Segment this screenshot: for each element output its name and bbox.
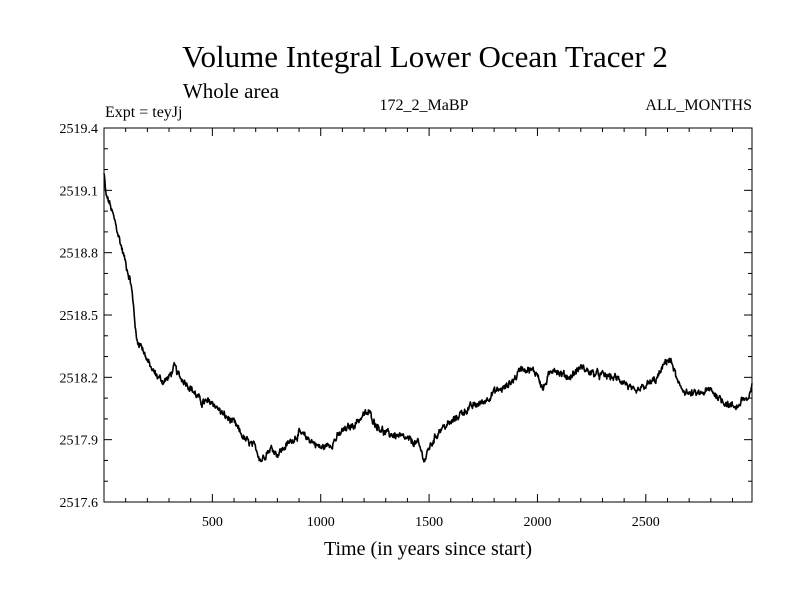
x-tick-label: 1500: [415, 515, 443, 530]
x-tick-label: 2000: [523, 515, 551, 530]
y-tick-label: 2518.8: [60, 247, 99, 262]
y-tick-label: 2519.4: [60, 122, 99, 137]
series-line: [103, 173, 753, 463]
plot-area: 500 1000 1500 2000 2500 2517.6 2517.9 2518.2 251…: [60, 122, 753, 530]
y-tick-label: 2519.1: [60, 184, 99, 199]
y-tick-label: 2518.5: [60, 309, 99, 324]
experiment-label: Expt = teyJj: [105, 104, 182, 121]
chart-subtitle: Whole area: [183, 79, 280, 103]
x-tick-label: 500: [202, 515, 223, 530]
plot-frame: [103, 127, 753, 503]
y-tick-label: 2518.2: [60, 371, 99, 386]
y-tick-label: 2517.9: [60, 434, 99, 449]
x-tick-label: 1000: [307, 515, 335, 530]
months-label: ALL_MONTHS: [645, 97, 752, 114]
x-tick-label: 2500: [632, 515, 660, 530]
run-label: 172_2_MaBP: [380, 97, 469, 114]
chart-title: Volume Integral Lower Ocean Tracer 2: [182, 39, 668, 74]
x-axis-label: Time (in years since start): [324, 538, 532, 560]
y-tick-label: 2517.6: [60, 496, 99, 511]
